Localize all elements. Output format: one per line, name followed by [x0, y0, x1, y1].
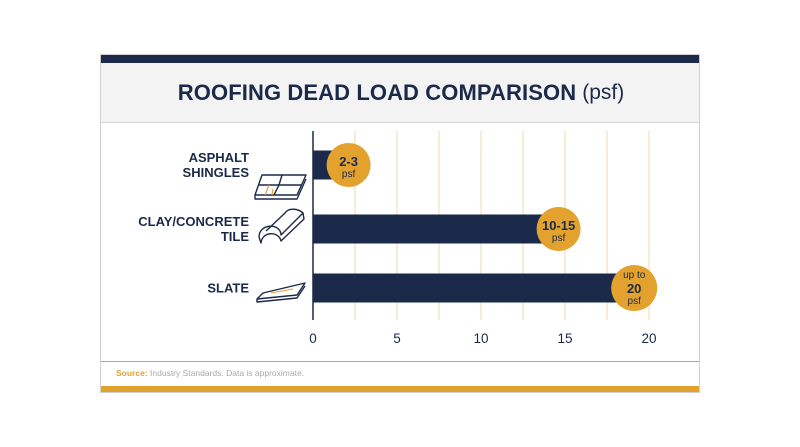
x-tick-label: 10: [473, 331, 488, 346]
category-labels: ASPHALT SHINGLES CLAY/CONCRETE TILE SLATE: [138, 150, 249, 296]
data-label-unit: psf: [552, 233, 566, 244]
clay-tile-icon: [258, 208, 305, 244]
bottom-accent-band: [101, 386, 699, 392]
data-label-unit: psf: [628, 296, 642, 307]
title-band: ROOFING DEAD LOAD COMPARISON (psf): [101, 63, 699, 123]
bars: [313, 150, 633, 303]
x-axis-ticks: 0 5 10 15 20: [309, 331, 656, 346]
chart-card: ROOFING DEAD LOAD COMPARISON (psf) 2-3 ps…: [100, 54, 700, 393]
category-label: ASPHALT SHINGLES: [183, 150, 250, 180]
data-label-value: 20: [627, 281, 641, 296]
data-label-unit: psf: [342, 169, 356, 180]
source-text: Industry Standards. Data is approximate.: [150, 368, 305, 378]
top-accent-band: [101, 55, 699, 63]
x-tick-label: 20: [641, 331, 656, 346]
category-label: SLATE: [207, 281, 249, 296]
data-label-value: 2-3: [339, 154, 358, 169]
source-divider: [101, 361, 699, 362]
data-label-badge: [536, 207, 581, 251]
data-label-badge: [611, 265, 658, 311]
category-label: CLAY/CONCRETE TILE: [138, 214, 249, 244]
source-note: Source: Industry Standards. Data is appr…: [116, 368, 304, 378]
data-label-prefix: up to: [623, 270, 646, 281]
bar: [313, 214, 557, 244]
source-label: Source:: [116, 368, 148, 378]
data-label-value: 10-15: [542, 218, 575, 233]
chart-title: ROOFING DEAD LOAD COMPARISON: [177, 79, 577, 105]
x-tick-label: 15: [557, 331, 572, 346]
chart-title-unit: (psf): [582, 80, 625, 104]
slate-icon: [256, 282, 306, 303]
data-label-badge: [326, 143, 371, 187]
x-tick-label: 5: [393, 331, 401, 346]
asphalt-shingles-icon: [254, 174, 307, 200]
x-tick-label: 0: [309, 331, 317, 346]
bar: [313, 273, 633, 303]
